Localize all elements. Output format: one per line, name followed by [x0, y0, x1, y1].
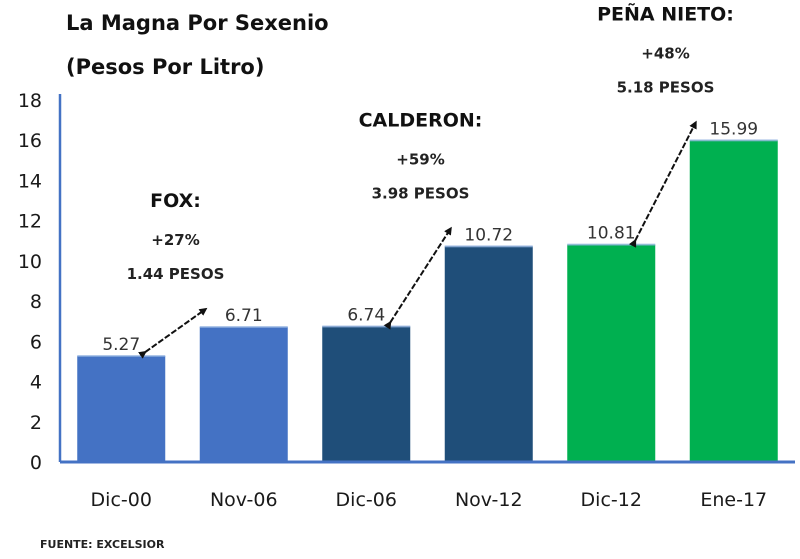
bar: [199, 327, 288, 462]
data-label: 10.81: [587, 224, 636, 244]
y-tick-label: 6: [30, 331, 42, 353]
y-tick-label: 4: [30, 372, 42, 394]
y-axis: 0 2 4 6 8 10 12 14 16 18: [18, 90, 62, 474]
x-tick-label: Nov-12: [455, 489, 523, 511]
source-note: FUENTE: EXCELSIOR: [40, 538, 165, 551]
data-label: 15.99: [709, 119, 758, 139]
annotation-title: PEÑA NIETO:: [597, 1, 734, 25]
y-tick-label: 12: [18, 211, 42, 233]
trend-arrow: [628, 120, 697, 248]
x-tick-label: Dic-12: [581, 489, 642, 511]
data-label: 5.27: [102, 335, 140, 355]
value-labels: 5.27 6.71 6.74 10.72 10.81 15.99: [102, 119, 758, 355]
data-label: 6.74: [347, 305, 385, 325]
trend-arrow: [383, 226, 452, 330]
bar: [689, 140, 778, 462]
y-tick-label: 18: [18, 90, 42, 112]
annotation-amount: 5.18 PESOS: [617, 78, 715, 96]
annotation-amount: 3.98 PESOS: [372, 184, 470, 202]
annotation-amount: 1.44 PESOS: [127, 265, 225, 283]
x-tick-label: Nov-06: [210, 489, 278, 511]
y-tick-label: 2: [30, 412, 42, 434]
bar: [567, 244, 656, 462]
y-tick-label: 14: [18, 170, 42, 192]
annotation-change: +59%: [396, 150, 444, 168]
y-tick-label: 0: [30, 452, 42, 474]
bar: [77, 356, 166, 462]
bar: [444, 246, 533, 462]
annotation-title: CALDERON:: [359, 109, 483, 131]
bar-series: [60, 139, 795, 464]
chart-subtitle: (Pesos Por Litro): [66, 55, 264, 79]
x-tick-label: Dic-06: [336, 489, 397, 511]
x-tick-label: Dic-00: [91, 489, 152, 511]
x-tick-label: Ene-17: [700, 489, 767, 511]
data-label: 6.71: [225, 306, 263, 326]
y-tick-label: 16: [18, 130, 42, 152]
x-axis-labels: Dic-00 Nov-06 Dic-06 Nov-12 Dic-12 Ene-17: [91, 489, 768, 511]
trend-arrow: [138, 307, 208, 359]
annotations: FOX: +27% 1.44 PESOS CALDERON: +59% 3.98 PESO…: [127, 1, 734, 359]
y-tick-label: 10: [18, 251, 42, 273]
annotation-title: FOX:: [150, 190, 201, 212]
annotation-change: +27%: [151, 231, 199, 249]
annotation-change: +48%: [641, 44, 689, 62]
bar: [322, 326, 411, 462]
data-label: 10.72: [464, 225, 513, 245]
y-tick-label: 8: [30, 291, 42, 313]
chart-title: La Magna Por Sexenio: [66, 11, 329, 35]
